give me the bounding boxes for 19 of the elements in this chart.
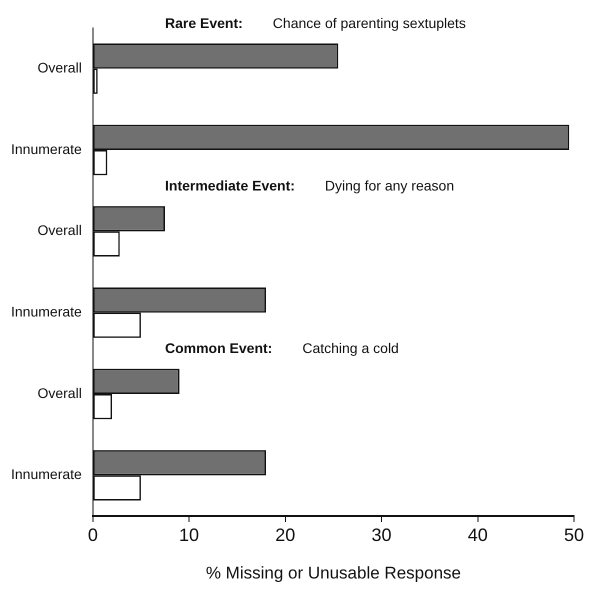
y-tick-label: Innumerate	[10, 466, 82, 482]
x-tick-label: 40	[468, 524, 488, 545]
y-tick-label: Innumerate	[10, 304, 82, 320]
x-tick-label: 30	[372, 524, 392, 545]
x-tick-label: 0	[88, 524, 98, 545]
y-tick-label: Innumerate	[10, 140, 82, 157]
annotation: Chance of parenting sextuplets	[272, 14, 466, 31]
annotation: Dying for any reason	[324, 177, 454, 194]
annotation: Intermediate Event:	[164, 177, 295, 194]
x-tick-label: 10	[179, 524, 200, 545]
y-tick-label: Overall	[37, 222, 82, 238]
x-tick-label: 20	[275, 524, 296, 545]
x-axis-title: % Missing or Unusable Response	[206, 563, 461, 582]
annotation: Catching a cold	[302, 340, 399, 356]
annotation: Common Event:	[164, 340, 272, 356]
y-tick-label: Overall	[37, 384, 82, 401]
x-tick-label: 50	[564, 524, 584, 545]
annotation: Rare Event:	[164, 14, 243, 31]
y-tick-label: Overall	[37, 60, 82, 76]
